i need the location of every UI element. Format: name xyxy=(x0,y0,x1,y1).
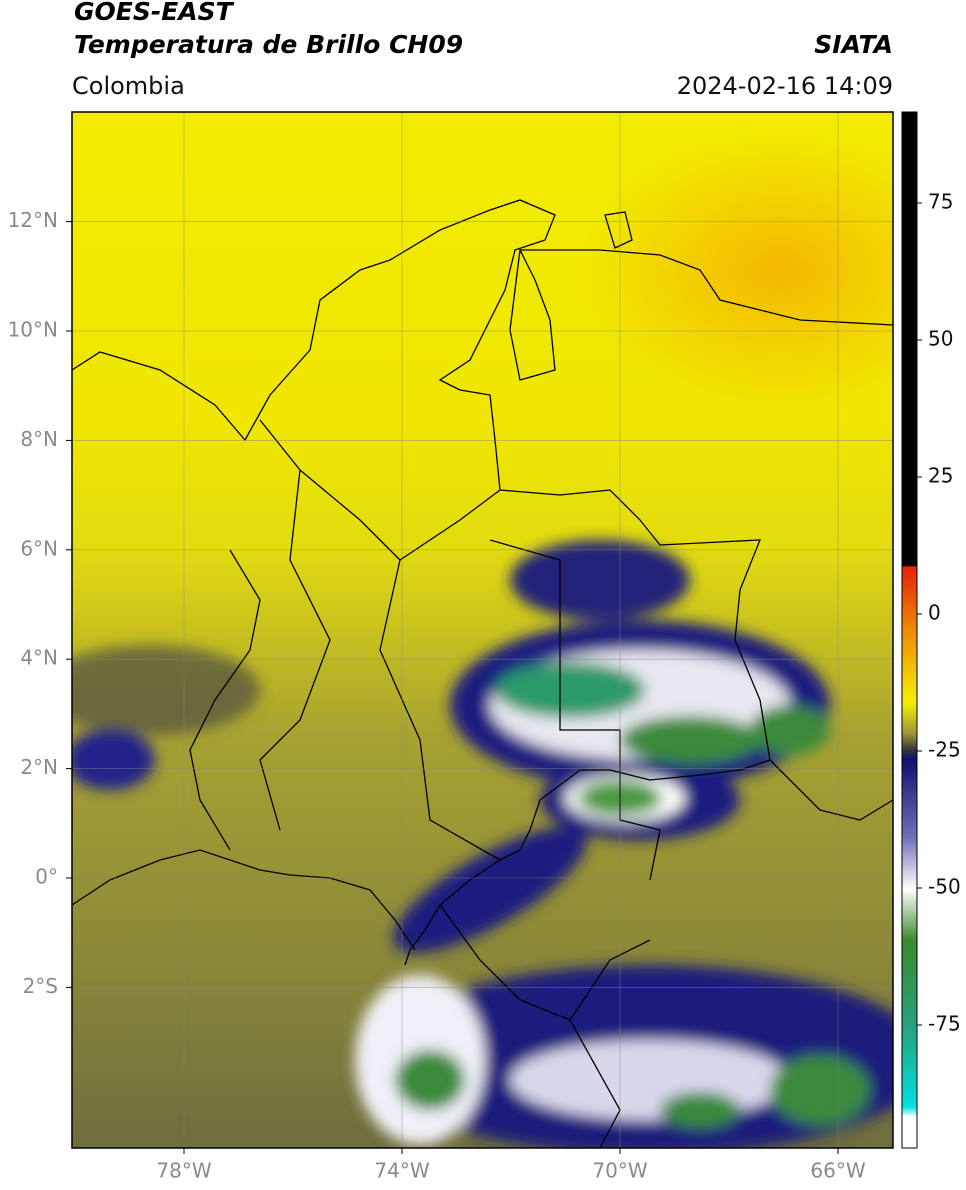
borders xyxy=(72,199,893,1148)
lat-tick-label: 10°N xyxy=(8,318,58,342)
colorbar xyxy=(901,111,918,1149)
lon-tick-label: 70°W xyxy=(592,1159,647,1183)
lat-tick-label: 0° xyxy=(35,865,58,889)
colorbar-tick-label: -25 xyxy=(928,738,961,762)
colorbar-tick-label: 50 xyxy=(928,327,953,351)
title: GOES-EAST xyxy=(74,0,235,26)
cloud-tops xyxy=(72,540,893,1148)
region: Colombia xyxy=(72,72,185,100)
lat-tick-label: 2°N xyxy=(20,755,58,779)
lat-tick-label: 8°N xyxy=(20,427,58,451)
map xyxy=(72,112,893,1148)
source: SIATA xyxy=(814,30,893,59)
warm-area xyxy=(580,130,893,410)
colorbar-tick-label: 25 xyxy=(928,464,953,488)
colorbar-tick-label: 75 xyxy=(928,190,953,214)
colorbar-tick-label: -50 xyxy=(928,875,961,899)
lon-tick-label: 66°W xyxy=(810,1159,865,1183)
grid xyxy=(72,112,893,1148)
lat-tick-label: 12°N xyxy=(8,208,58,232)
colorbar-tick-label: -75 xyxy=(928,1012,961,1036)
colorbar-tick-label: 0 xyxy=(928,601,941,625)
subtitle: Temperatura de Brillo CH09 xyxy=(74,30,463,59)
lat-tick-label: 2°S xyxy=(23,974,58,998)
timestamp: 2024-02-16 14:09 xyxy=(677,72,893,100)
lat-tick-label: 6°N xyxy=(20,536,58,560)
lat-tick-label: 4°N xyxy=(20,646,58,670)
lon-tick-label: 74°W xyxy=(374,1159,429,1183)
lon-tick-label: 78°W xyxy=(156,1159,211,1183)
map-frame xyxy=(71,111,894,1149)
